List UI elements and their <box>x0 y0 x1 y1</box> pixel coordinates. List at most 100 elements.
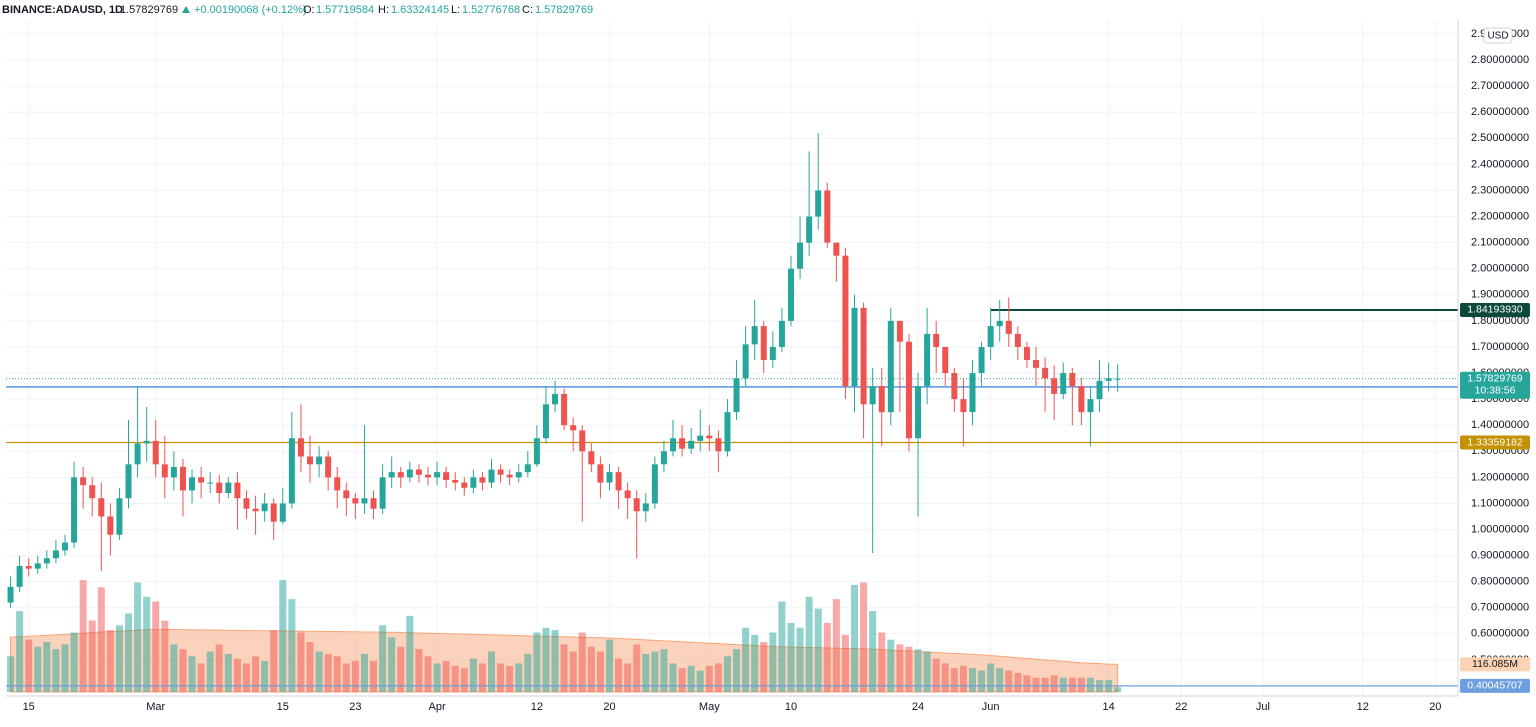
volume-bar <box>551 630 559 692</box>
candle-body <box>688 440 695 449</box>
open-value: 1.57719584 <box>316 4 374 16</box>
candle-body <box>887 320 894 413</box>
candle-body <box>1060 373 1067 394</box>
volume-bar <box>787 622 795 692</box>
candle-body <box>343 490 350 499</box>
candle-body <box>570 425 577 431</box>
volume-bar <box>587 646 595 692</box>
x-tick-label: 20 <box>1429 701 1441 713</box>
candle-body <box>370 498 377 509</box>
last-price-label: 1.57829769 <box>1467 372 1523 384</box>
candle-body <box>80 477 87 486</box>
volume-bar <box>769 632 777 692</box>
up-arrow <box>182 6 190 13</box>
level-tag <box>1460 302 1530 317</box>
volume-bar <box>397 646 405 692</box>
candle-body <box>579 430 586 452</box>
y-tick-label: 1.90000000 <box>1471 289 1529 301</box>
candle-body <box>1069 373 1076 387</box>
volume-bar <box>714 663 722 692</box>
candle-body <box>189 477 196 491</box>
candle-body <box>960 399 967 413</box>
candle-body <box>878 386 885 413</box>
candle-body <box>969 373 976 413</box>
candle-body <box>216 482 223 494</box>
candle-body <box>978 346 985 374</box>
volume-bar <box>497 663 505 692</box>
close-value: 1.57829769 <box>535 4 593 16</box>
volume-bar <box>315 651 323 692</box>
candle-body <box>316 456 323 465</box>
candle-body <box>797 242 804 269</box>
candle-body <box>270 503 277 522</box>
x-tick-label: 22 <box>1175 701 1187 713</box>
volume-bar <box>687 665 695 692</box>
candle-body <box>297 438 304 457</box>
candle-body <box>43 558 50 564</box>
candle-body <box>1096 380 1103 400</box>
candle-body <box>134 443 141 465</box>
volume-bar <box>25 639 33 692</box>
volume-bar <box>252 656 260 692</box>
y-tick-label: 2.50000000 <box>1471 132 1529 144</box>
y-tick-label: 0.70000000 <box>1471 602 1529 614</box>
candle-body <box>670 438 677 452</box>
volume-bar <box>161 620 169 692</box>
candle-body <box>307 456 314 465</box>
volume-bar <box>987 663 995 692</box>
volume-bar <box>869 611 877 692</box>
volume-bar <box>224 653 232 692</box>
candle-body <box>833 242 840 256</box>
candle-body <box>896 320 903 342</box>
currency[interactable]: USD <box>1487 31 1508 42</box>
volume-bar <box>851 584 859 692</box>
volume-bar <box>805 596 813 692</box>
candle-body <box>443 472 450 480</box>
candle-body <box>98 498 105 517</box>
volume-bar <box>179 649 187 692</box>
volume-bar <box>1023 675 1031 692</box>
candle-body <box>415 469 422 475</box>
volume-bar <box>560 644 568 692</box>
volume-bar <box>1050 675 1058 692</box>
volume-bar <box>723 656 731 692</box>
candle-body <box>942 346 949 374</box>
candle-body <box>552 393 559 405</box>
volume-bar <box>143 596 151 692</box>
candle-body <box>624 490 631 499</box>
volume-bar <box>188 656 196 692</box>
candle-body <box>1014 333 1021 347</box>
candle-body <box>1051 378 1058 394</box>
candle-body <box>679 438 686 449</box>
x-tick-label: 12 <box>531 701 543 713</box>
volume-bar <box>959 665 967 692</box>
y-tick-label: 2.40000000 <box>1471 158 1529 170</box>
volume-bar <box>533 632 541 692</box>
volume-bar <box>79 580 87 692</box>
volume-bar <box>433 663 441 692</box>
volume-bar <box>896 644 904 692</box>
candle-body <box>497 469 504 475</box>
candle-body <box>806 216 813 243</box>
candle-body <box>207 482 214 484</box>
change: +0.00190068 (+0.12%) <box>194 4 307 16</box>
volume-ma-tag <box>1460 657 1530 672</box>
volume-bar <box>478 663 486 692</box>
x-tick-label: 15 <box>277 701 289 713</box>
currency-badge[interactable] <box>1483 27 1513 44</box>
candle-body <box>706 435 713 439</box>
x-tick-label: May <box>699 701 720 713</box>
volume-bar <box>696 670 704 692</box>
x-tick-label: 15 <box>23 701 35 713</box>
candle-body <box>542 404 549 439</box>
y-tick-label: 0.60000000 <box>1471 628 1529 640</box>
volume-bar <box>905 646 913 692</box>
volume-bar <box>832 599 840 692</box>
volume-bar <box>279 580 287 692</box>
volume-bar <box>43 642 51 692</box>
volume-bar <box>542 627 550 692</box>
volume-bar <box>705 665 713 692</box>
volume-bar <box>506 665 514 692</box>
